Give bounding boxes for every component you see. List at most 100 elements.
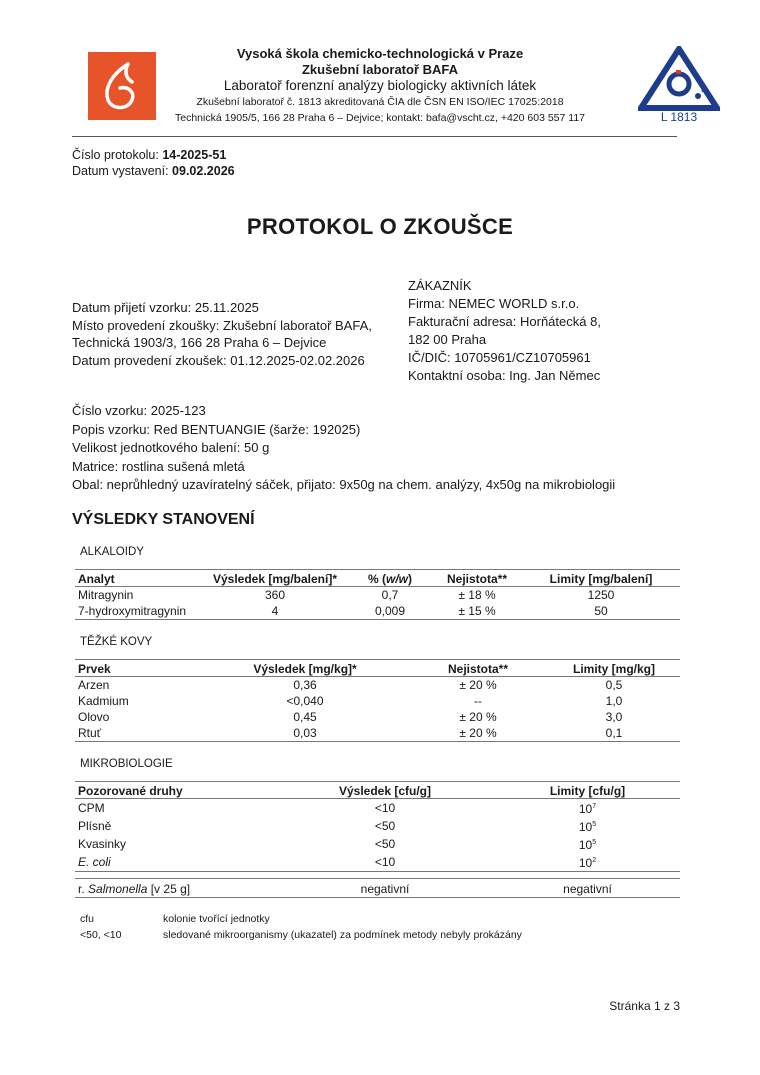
cell: Kvasinky	[78, 837, 127, 851]
sample-info: Číslo vzorku: 2025-123 Popis vzorku: Red…	[72, 402, 615, 495]
column-header: % (w/w)	[348, 569, 432, 587]
vscht-logo	[88, 52, 156, 120]
table-row: r. Salmonella [v 25 g] negativní negativ…	[75, 878, 680, 898]
cell: 105	[578, 838, 597, 852]
info-line: Technická 1903/3, 166 28 Praha 6 – Dejvi…	[72, 335, 327, 350]
cell: 1,0	[605, 694, 623, 708]
cell: Kadmium	[78, 694, 129, 708]
page-title: PROTOKOL O ZKOUŠCE	[246, 214, 514, 239]
cell: E. coli	[75, 853, 275, 872]
micro-caption: MIKROBIOLOGIE	[80, 758, 173, 770]
info-line: Místo provedení zkoušky: Zkušební labora…	[72, 317, 372, 333]
column-header: Limity [cfu/g]	[495, 781, 680, 799]
info-line: Datum přijetí vzorku: 25.11.2025	[72, 300, 259, 315]
cell: 0,7	[381, 588, 399, 602]
cell: <10	[275, 853, 495, 872]
lab-name: Zkušební laboratoř BAFA	[301, 62, 459, 77]
footnote: cfu kolonie tvořící jednotky	[80, 913, 270, 925]
cell: 0,45	[293, 710, 317, 724]
salmonella-table: r. Salmonella [v 25 g] negativní negativ…	[75, 878, 680, 898]
cell: 107	[578, 802, 597, 816]
cell: 7-hydroxymitragynin	[75, 603, 202, 620]
issue-date-label: Datum vystavení:	[72, 164, 173, 178]
cell: ± 20 %	[459, 710, 497, 724]
cell: Olovo	[78, 710, 110, 724]
table-row: Olovo 0,45 ± 20 % 3,0	[75, 709, 680, 725]
sample-line: Obal: neprůhledný uzavíratelný sáček, př…	[72, 477, 616, 492]
column-header: Pozorované druhy	[75, 781, 275, 799]
cell: ± 20 %	[408, 725, 548, 742]
heavy-metals-table: Prvek Výsledek [mg/kg]* Nejistota** Limi…	[75, 659, 680, 742]
cell: 0,5	[605, 678, 623, 692]
cell: <50	[374, 819, 396, 833]
cell: <50	[374, 837, 396, 851]
customer-line: 182 00 Praha	[408, 332, 487, 347]
cell: ± 15 %	[432, 603, 522, 620]
protocol-number: 14-2025-51	[162, 148, 227, 162]
lab-subtitle: Laboratoř forenzní analýzy biologicky ak…	[223, 78, 537, 93]
metals-caption: TĚŽKÉ KOVY	[80, 636, 153, 648]
cell: Mitragynin	[78, 588, 134, 602]
cell: 1250	[587, 588, 615, 602]
microbiology-table: Pozorované druhy Výsledek [cfu/g] Limity…	[75, 781, 680, 872]
protocol-number-label: Číslo protokolu:	[72, 148, 163, 162]
column-header: Nejistota**	[432, 569, 522, 587]
cell: 0,03	[202, 725, 408, 742]
column-header: Výsledek [mg/balení]*	[202, 569, 348, 587]
alkaloids-caption: ALKALOIDY	[80, 546, 144, 558]
protocol-meta: Číslo protokolu: 14-2025-51 Datum vystav…	[72, 147, 235, 179]
table-row: 7-hydroxymitragynin 4 0,009 ± 15 % 50	[75, 603, 680, 620]
table-row: E. coli <10 102	[75, 853, 680, 872]
issue-date: 09.02.2026	[172, 164, 235, 178]
footnotes: cfu kolonie tvořící jednotky <50, <10 sled…	[80, 911, 522, 943]
column-header: Limity [mg/balení]	[522, 569, 680, 587]
footnote: <50, <10 sledované mikroorganismy (ukazat…	[80, 929, 522, 941]
customer-heading: ZÁKAZNÍK	[408, 278, 472, 293]
column-header: Výsledek [cfu/g]	[275, 781, 495, 799]
alkaloids-table: Analyt Výsledek [mg/balení]* % (w/w) Nej…	[75, 569, 680, 620]
column-header: Analyt	[75, 569, 202, 587]
table-row: Mitragynin 360 0,7 ± 18 % 1250	[75, 587, 680, 604]
customer-line: Kontaktní osoba: Ing. Jan Němec	[408, 368, 601, 383]
cell: 0,36	[293, 678, 317, 692]
info-line: Datum provedení zkoušek: 01.12.2025-02.0…	[72, 352, 365, 368]
bafa-accreditation-logo: L 1813	[638, 46, 720, 124]
cell: 360	[264, 588, 286, 602]
cell: Plísně	[78, 819, 112, 833]
cell: negativní	[495, 878, 680, 898]
svg-text:L 1813: L 1813	[661, 110, 698, 124]
cell: Rtuť	[75, 725, 202, 742]
cell: Arzen	[78, 678, 110, 692]
cell: <10	[374, 801, 396, 815]
header-divider	[72, 136, 677, 137]
customer-line: Firma: NEMEC WORLD s.r.o.	[408, 296, 580, 311]
sample-receipt-info: Datum přijetí vzorku: 25.11.2025 Místo p…	[72, 299, 372, 369]
column-header: Nejistota**	[408, 659, 548, 677]
cell: 3,0	[605, 710, 623, 724]
table-row: Kvasinky <50 105	[75, 835, 680, 853]
contact: Technická 1905/5, 166 28 Praha 6 – Dejvi…	[174, 112, 586, 124]
customer-block: ZÁKAZNÍK Firma: NEMEC WORLD s.r.o. Faktu…	[408, 277, 601, 385]
cell: ± 20 %	[459, 678, 497, 692]
lab-header: Vysoká škola chemicko-technologická v Pr…	[0, 46, 760, 126]
cell: 50	[522, 603, 680, 620]
table-row: Rtuť 0,03 ± 20 % 0,1	[75, 725, 680, 742]
cell: negativní	[275, 878, 495, 898]
cell: ± 18 %	[458, 588, 496, 602]
cell: 4	[202, 603, 348, 620]
column-header: Prvek	[75, 659, 202, 677]
page-number: Stránka 1 z 3	[609, 999, 680, 1013]
cell: <0,040	[286, 694, 324, 708]
accreditation: Zkušební laboratoř č. 1813 akreditovaná …	[196, 96, 564, 108]
customer-line: Fakturační adresa: Horňátecká 8,	[408, 314, 601, 329]
column-header: Výsledek [mg/kg]*	[202, 659, 408, 677]
cell: 105	[578, 820, 597, 834]
sample-line: Popis vzorku: Red BENTUANGIE (šarže: 192…	[72, 421, 361, 437]
cell: CPM	[78, 801, 105, 815]
cell: --	[474, 694, 482, 708]
cell: 0,009	[348, 603, 432, 620]
customer-line: IČ/DIČ: 10705961/CZ10705961	[408, 350, 591, 365]
table-row: CPM <10 107	[75, 799, 680, 818]
sample-line: Matrice: rostlina sušená mletá	[72, 458, 245, 474]
